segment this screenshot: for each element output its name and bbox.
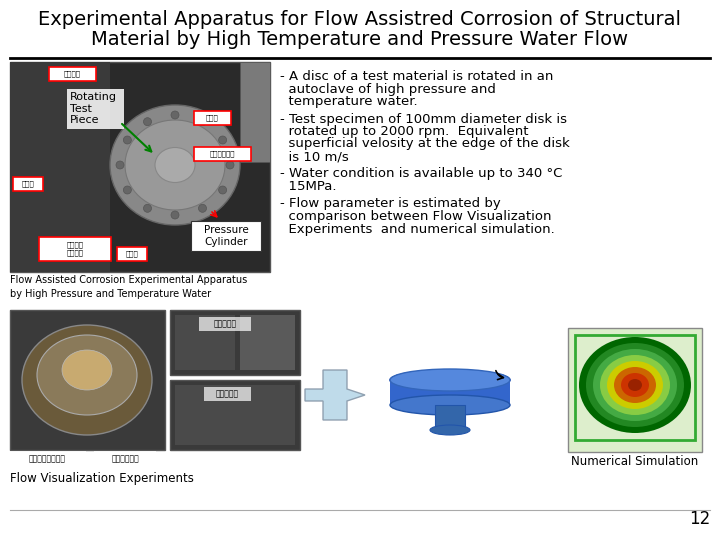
Text: ヒータ: ヒータ [206,114,219,122]
Polygon shape [305,370,365,420]
Text: 試験材料
溶て　ス: 試験材料 溶て ス [66,242,84,256]
Bar [240,62,270,162]
Circle shape [199,204,207,212]
FancyBboxPatch shape [204,387,251,401]
Bar [10,62,270,272]
Ellipse shape [125,120,225,210]
Ellipse shape [390,369,510,391]
Text: 平計測装置: 平計測装置 [213,320,237,328]
Ellipse shape [600,355,670,415]
Circle shape [116,161,124,169]
FancyBboxPatch shape [94,451,156,467]
Text: Experiments  and numerical simulation.: Experiments and numerical simulation. [280,222,554,235]
FancyBboxPatch shape [194,147,251,161]
Ellipse shape [586,343,684,427]
Circle shape [123,186,131,194]
Bar [170,310,300,375]
FancyBboxPatch shape [67,89,124,129]
Text: ヒース: ヒース [22,181,35,187]
FancyBboxPatch shape [9,451,86,467]
Text: Pressure
Cylinder: Pressure Cylinder [204,225,248,247]
Text: アクリル模擬容器: アクリル模擬容器 [29,455,66,463]
Ellipse shape [62,350,112,390]
FancyBboxPatch shape [39,237,111,261]
Ellipse shape [155,147,195,183]
Bar [175,315,235,370]
Ellipse shape [390,395,510,415]
Bar [175,385,295,445]
Text: autoclave of high pressure and: autoclave of high pressure and [280,83,496,96]
Bar [575,335,695,440]
Bar [390,380,510,405]
FancyBboxPatch shape [13,177,43,191]
Ellipse shape [628,379,642,391]
Circle shape [143,118,151,126]
Circle shape [199,118,207,126]
Text: テカ切断: テカ切断 [64,71,81,77]
Bar [10,310,165,450]
FancyBboxPatch shape [194,111,231,125]
Text: comparison between Flow Visualization: comparison between Flow Visualization [280,210,552,223]
Text: ヒータ: ヒータ [125,251,138,257]
Text: 12: 12 [689,510,710,528]
Text: is 10 m/s: is 10 m/s [280,150,348,163]
Circle shape [123,136,131,144]
Ellipse shape [110,105,240,225]
Text: - Flow parameter is estimated by: - Flow parameter is estimated by [280,198,500,211]
Ellipse shape [37,335,137,415]
Text: Rotating
Test
Piece: Rotating Test Piece [70,92,117,125]
Text: Flow Visualization Experiments: Flow Visualization Experiments [10,472,194,485]
Text: - Test specimen of 100mm diameter disk is: - Test specimen of 100mm diameter disk i… [280,112,567,125]
Bar [10,62,110,272]
Circle shape [171,211,179,219]
Ellipse shape [621,373,649,397]
Text: Experimental Apparatus for Flow Assistred Corrosion of Structural: Experimental Apparatus for Flow Assistre… [38,10,682,29]
FancyBboxPatch shape [117,247,147,261]
FancyBboxPatch shape [568,328,702,452]
Circle shape [171,111,179,119]
Ellipse shape [614,367,656,403]
FancyBboxPatch shape [49,67,96,81]
Ellipse shape [593,349,677,421]
Text: superficial velosity at the edge of the disk: superficial velosity at the edge of the … [280,138,570,151]
Bar [435,405,465,430]
Circle shape [143,204,151,212]
Text: Material by High Temperature and Pressure Water Flow: Material by High Temperature and Pressur… [91,30,629,49]
FancyBboxPatch shape [191,221,261,251]
Ellipse shape [607,361,663,409]
Text: Flow Assisted Corrosion Experimental Apparatus
by High Pressure and Temperature : Flow Assisted Corrosion Experimental App… [10,275,247,299]
Text: temperature water.: temperature water. [280,95,418,108]
Text: - A disc of a test material is rotated in an: - A disc of a test material is rotated i… [280,70,554,83]
Bar [240,315,295,370]
Text: レーザー装置: レーザー装置 [111,455,139,463]
FancyBboxPatch shape [199,317,251,331]
Text: 高速カメラ: 高速カメラ [215,389,238,399]
Text: Numerical Simulation: Numerical Simulation [572,455,698,468]
Circle shape [219,186,227,194]
Circle shape [219,136,227,144]
Ellipse shape [579,337,691,433]
Circle shape [226,161,234,169]
Ellipse shape [390,370,510,390]
Text: - Water condition is available up to 340 °C: - Water condition is available up to 340… [280,167,562,180]
Ellipse shape [430,425,470,435]
Bar [170,380,300,450]
Text: rotated up to 2000 rpm.  Equivalent: rotated up to 2000 rpm. Equivalent [280,125,528,138]
Text: 素定切用制管: 素定切用制管 [210,151,235,157]
Ellipse shape [22,325,152,435]
Text: 15MPa.: 15MPa. [280,180,336,193]
